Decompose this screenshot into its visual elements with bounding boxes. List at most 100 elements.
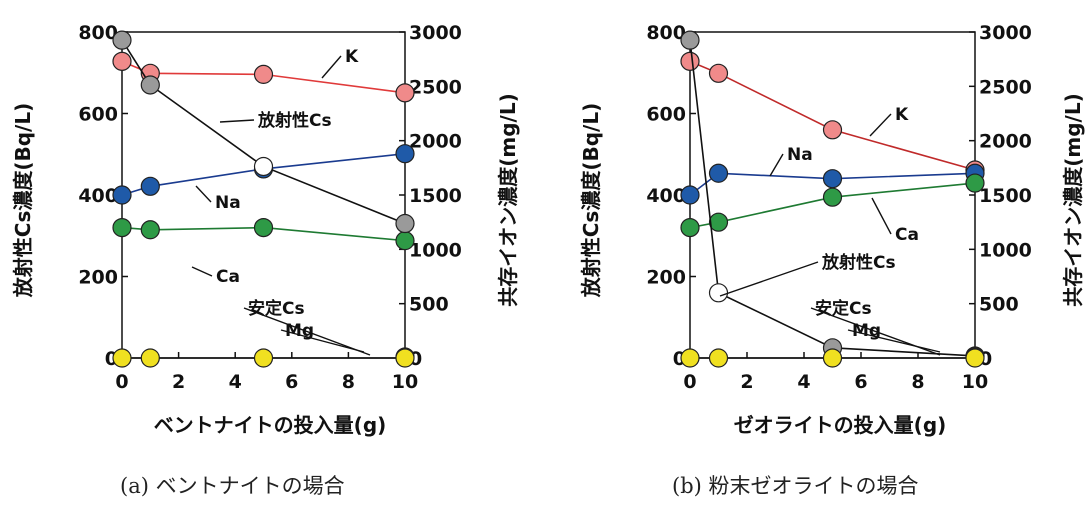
point-ca-b xyxy=(680,218,700,238)
caption-a: (a) ベントナイトの場合 xyxy=(120,474,345,498)
xtick-label-a: 4 xyxy=(229,371,242,393)
point-k-b xyxy=(708,63,729,83)
series-line-radio-cs-a xyxy=(121,39,406,225)
ytick-right-label-b: 2500 xyxy=(979,76,1032,98)
ylabel-left-b: 放射性Cs濃度(Bq/L) xyxy=(579,103,603,298)
ytick-left-label-b: 200 xyxy=(646,267,686,289)
label-ca-b: Ca xyxy=(895,225,919,245)
xtick-label-b: 10 xyxy=(962,371,988,393)
xtick-label-b: 0 xyxy=(683,371,696,393)
series-line-na-b xyxy=(689,172,976,196)
ytick-left-label-b: 400 xyxy=(646,185,686,207)
point-ca-b xyxy=(965,173,985,193)
point-na-a xyxy=(395,144,415,164)
ytick-right-label-b: 1500 xyxy=(979,185,1032,207)
series-line-k-a xyxy=(121,60,406,94)
caption-b: (b) 粉末ゼオライトの場合 xyxy=(672,474,919,498)
point-ca-a xyxy=(253,218,274,238)
point-stable-cs-b xyxy=(965,348,985,368)
xtick-label-b: 8 xyxy=(911,371,924,393)
leader-ca-b xyxy=(871,197,892,235)
ytick-right-label-b: 500 xyxy=(979,294,1019,316)
xtick-label-a: 6 xyxy=(285,371,298,393)
point-stable-cs-a xyxy=(112,348,132,368)
point-stable-cs-b xyxy=(708,348,729,368)
ylabel-right-a: 共存イオン濃度(mg/L) xyxy=(496,93,520,307)
point-na-b xyxy=(822,169,843,189)
label-stable-cs-b: 安定Cs xyxy=(815,298,872,319)
ytick-right-label-a: 3000 xyxy=(409,22,462,44)
point-ca-b xyxy=(822,187,843,207)
point-radio-cs-a xyxy=(253,156,274,177)
point-na-a xyxy=(112,185,132,205)
point-na-b xyxy=(680,185,700,205)
label-radio-cs-b: 放射性Cs xyxy=(821,252,896,273)
xtick-label-b: 6 xyxy=(854,371,867,393)
point-stable-cs-a xyxy=(140,348,160,368)
series-line-radio-cs-b xyxy=(689,40,976,357)
label-stable-cs-a: 安定Cs xyxy=(248,298,305,319)
ytick-left-label-b: 600 xyxy=(646,104,686,126)
leader-k-a xyxy=(321,55,342,79)
point-k-a xyxy=(112,51,132,71)
series-line-ca-a xyxy=(121,226,406,242)
point-stable-cs-a xyxy=(253,348,274,368)
xtick-label-a: 8 xyxy=(342,371,355,393)
xtick-label-a: 2 xyxy=(172,371,185,393)
point-k-a xyxy=(253,64,274,84)
ytick-right-label-b: 3000 xyxy=(979,22,1032,44)
ytick-left-label-a: 400 xyxy=(78,185,118,207)
point-na-a xyxy=(140,176,160,196)
ytick-right-label-a: 500 xyxy=(409,294,449,316)
xlabel-b: ゼオライトの投入量(g) xyxy=(734,413,947,437)
ytick-left-label-a: 800 xyxy=(78,22,118,44)
point-radio-cs-b xyxy=(680,30,700,50)
leader-mg-b xyxy=(847,329,941,353)
leader-stable-cs-a xyxy=(243,307,371,356)
xtick-label-b: 2 xyxy=(740,371,753,393)
series-line-ca-b xyxy=(689,182,976,229)
label-na-b: Na xyxy=(787,145,813,165)
point-radio-cs-b xyxy=(708,283,729,303)
label-radio-cs-a: 放射性Cs xyxy=(257,110,332,131)
xtick-label-a: 10 xyxy=(392,371,418,393)
point-stable-cs-a xyxy=(395,348,415,368)
point-na-b xyxy=(708,163,729,183)
ytick-right-label-b: 1000 xyxy=(979,239,1032,261)
leader-stable-cs-b xyxy=(810,307,941,356)
ytick-left-label-b: 800 xyxy=(646,22,686,44)
point-ca-a xyxy=(112,218,132,238)
ytick-right-label-a: 2000 xyxy=(409,131,462,153)
point-ca-b xyxy=(708,212,729,232)
ytick-right-label-a: 1000 xyxy=(409,239,462,261)
ylabel-right-b: 共存イオン濃度(mg/L) xyxy=(1061,93,1085,307)
series-line-na-a xyxy=(121,152,406,196)
point-k-b xyxy=(680,51,700,71)
series-line-k-b xyxy=(689,60,976,171)
label-na-a: Na xyxy=(215,193,241,213)
label-mg-a: Mg xyxy=(285,321,314,341)
point-radio-cs-a xyxy=(140,75,160,95)
ytick-right-label-a: 1500 xyxy=(409,185,462,207)
leader-radio-cs-b xyxy=(719,261,819,297)
label-ca-a: Ca xyxy=(216,267,240,287)
point-radio-cs-a xyxy=(112,30,132,50)
ytick-left-label-a: 200 xyxy=(78,267,118,289)
xtick-label-a: 0 xyxy=(115,371,128,393)
leader-radio-cs-a xyxy=(219,119,255,123)
leader-k-b xyxy=(869,113,892,137)
label-k-a: K xyxy=(345,47,359,67)
point-stable-cs-b xyxy=(822,348,843,368)
ytick-right-label-b: 2000 xyxy=(979,131,1032,153)
leader-na-b xyxy=(769,153,784,177)
point-k-b xyxy=(822,120,843,140)
leader-ca-a xyxy=(191,266,213,277)
leader-na-a xyxy=(195,185,212,203)
ylabel-left-a: 放射性Cs濃度(Bq/L) xyxy=(11,103,35,298)
xlabel-a: ベントナイトの投入量(g) xyxy=(154,413,387,437)
point-stable-cs-b xyxy=(680,348,700,368)
ytick-right-label-a: 2500 xyxy=(409,76,462,98)
ytick-left-label-a: 600 xyxy=(78,104,118,126)
label-k-b: K xyxy=(895,105,909,125)
